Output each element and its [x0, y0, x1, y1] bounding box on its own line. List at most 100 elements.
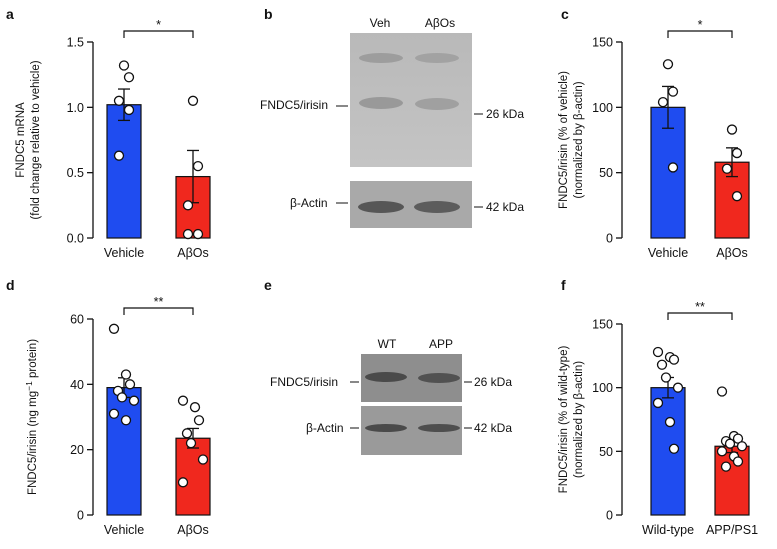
significance-stars: ** [154, 295, 164, 309]
data-point [724, 438, 736, 449]
data-point [732, 456, 744, 467]
data-point [177, 477, 189, 488]
y-tick-label: 0 [606, 509, 613, 523]
y-tick-label: 0.0 [67, 232, 84, 246]
panel-label-d: d [6, 277, 15, 293]
y-axis-label: FNDC5/irisin (% of vehicle) [558, 71, 570, 209]
data-point [736, 441, 748, 452]
y-tick-label: 20 [70, 443, 84, 457]
band-label-actin: β-Actin [306, 421, 344, 435]
significance-bracket [667, 30, 733, 38]
bar [650, 106, 686, 239]
bar [106, 387, 142, 516]
blot-band [359, 53, 403, 63]
lane-label-abos: AβOs [425, 16, 455, 30]
y-axis-label: FNDC5/irisin (ng mg−1 protein) [24, 339, 39, 495]
data-point [177, 395, 189, 406]
blot-band [358, 201, 404, 213]
band-size-26kda: 26 kDa [486, 107, 524, 121]
y-tick-label: 1.5 [67, 36, 84, 50]
blot-band [418, 373, 460, 383]
data-point [668, 443, 680, 454]
y-tick-label: 50 [599, 445, 613, 459]
data-point [192, 228, 204, 240]
data-point [657, 96, 669, 108]
y-tick-label: 60 [70, 313, 84, 327]
data-point [189, 402, 201, 413]
data-point [662, 59, 674, 70]
data-point [108, 323, 120, 334]
data-point [181, 428, 193, 439]
y-axis-label: FNDC5/irisin (% of wild-type) [558, 346, 570, 494]
band-label-fndc5: FNDC5/irisin [270, 375, 338, 389]
y-tick-label: 0.5 [67, 166, 84, 180]
significance-bracket [123, 30, 194, 38]
chart-panel-c: 0 50 100 150 FNDC5/irisin (% of vehicle) (nor… [558, 18, 750, 260]
data-point [664, 416, 676, 428]
data-point [667, 86, 679, 97]
band-size-42kda: 42 kDa [486, 200, 524, 214]
significance-stars: * [156, 18, 161, 32]
significance-stars: ** [695, 300, 705, 314]
data-point [108, 408, 120, 419]
lane-label-veh: Veh [370, 16, 391, 30]
x-category-label: AβOs [177, 246, 209, 260]
data-point [720, 461, 732, 472]
bar [106, 104, 142, 239]
y-tick-label: 1.0 [67, 101, 84, 115]
band-size-42kda: 42 kDa [474, 421, 512, 435]
lane-label-app: APP [429, 337, 453, 351]
panel-label-a: a [6, 6, 14, 22]
x-category-label: AβOs [716, 246, 748, 260]
data-point [668, 354, 680, 365]
y-tick-label: 100 [592, 381, 613, 395]
panel-label-c: c [561, 6, 569, 22]
data-point [118, 60, 130, 71]
bar [175, 437, 211, 516]
data-point [197, 454, 209, 465]
significance-stars: * [698, 18, 703, 32]
data-point [120, 415, 132, 426]
x-category-label: Vehicle [104, 246, 144, 260]
data-point [667, 162, 679, 173]
blot-band [365, 424, 407, 432]
data-point [731, 147, 743, 159]
y-axis-label: (normalized by β-actin) [573, 361, 585, 478]
chart-panel-a: 0.0 0.5 1.0 1.5 FNDC5 mRNA (fold change relat… [15, 18, 211, 260]
y-tick-label: 40 [70, 378, 84, 392]
blot-panel-e: WT APP FNDC5/irisin 26 kDa β-Actin 42 kD… [270, 337, 512, 455]
blot-panel-b: Veh AβOs FNDC5/irisin 26 kDa β-Actin 42 … [260, 16, 524, 228]
x-category-label: Wild-type [642, 523, 694, 537]
data-point [726, 124, 738, 135]
data-point [120, 369, 132, 380]
data-point [660, 372, 672, 383]
y-tick-label: 0 [77, 509, 84, 523]
x-category-label: AβOs [177, 523, 209, 537]
band-label-fndc5: FNDC5/irisin [260, 98, 328, 112]
data-point [113, 150, 125, 161]
data-point [193, 415, 205, 426]
y-axis-label: (fold change relative to vehicle) [30, 60, 42, 219]
band-label-actin: β-Actin [290, 196, 328, 210]
panel-label-e: e [264, 277, 272, 293]
significance-bracket [123, 307, 194, 315]
data-point [716, 386, 728, 397]
chart-panel-d: 0 20 40 60 FNDC5/irisin (ng mg−1 protein) Veh… [24, 295, 211, 537]
blot-band [365, 372, 407, 382]
data-point [182, 200, 194, 211]
lane-label-wt: WT [378, 337, 397, 351]
x-category-label: Vehicle [648, 246, 688, 260]
x-category-label: Vehicle [104, 523, 144, 537]
y-tick-label: 100 [592, 101, 613, 115]
blot-band [414, 201, 460, 213]
data-point [656, 359, 668, 370]
data-point [721, 163, 733, 174]
y-tick-label: 150 [592, 36, 613, 50]
data-point [113, 95, 125, 106]
blot-band [415, 98, 459, 110]
y-axis-label: FNDC5 mRNA [15, 102, 27, 178]
data-point [128, 395, 140, 406]
y-tick-label: 50 [599, 166, 613, 180]
chart-panel-f: 0 50 100 150 FNDC5/irisin (% of wild-type) (n… [558, 300, 758, 537]
